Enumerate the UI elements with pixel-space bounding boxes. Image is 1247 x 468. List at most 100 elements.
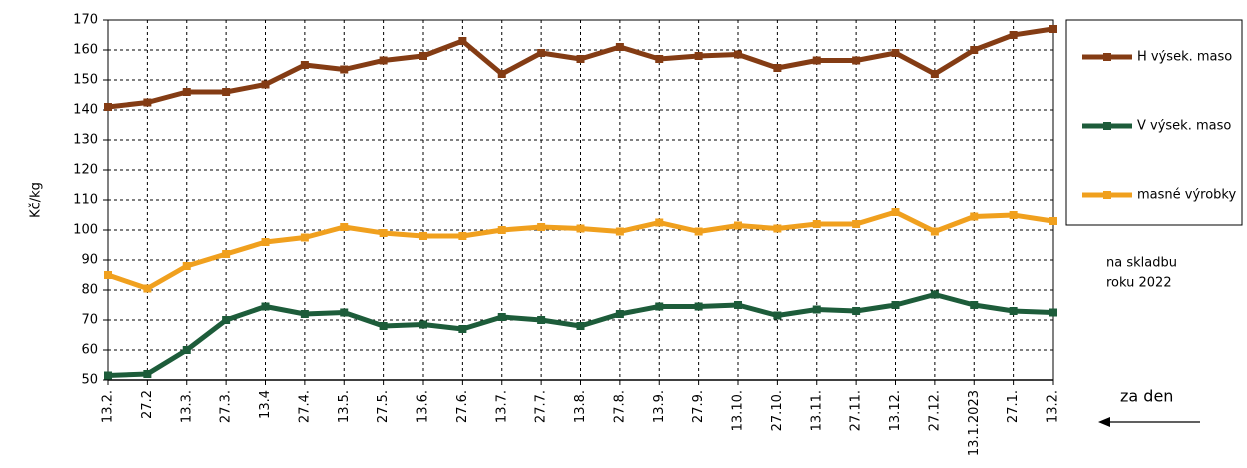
marker — [458, 37, 467, 45]
marker — [537, 316, 546, 324]
y-tick-label: 130 — [73, 133, 98, 148]
legend-label: masné výrobky — [1137, 188, 1236, 203]
marker — [734, 221, 742, 230]
x-tick-label: 27.1. — [1006, 390, 1021, 423]
marker — [655, 302, 664, 311]
marker — [852, 307, 861, 315]
y-tick-label: 120 — [73, 163, 98, 178]
marker — [615, 227, 624, 236]
marker — [300, 310, 309, 318]
marker — [773, 64, 782, 72]
y-tick-label: 170 — [73, 13, 98, 28]
marker — [261, 302, 270, 311]
x-tick-label: 27.11. — [849, 390, 864, 431]
y-axis-label: Kč/kg — [29, 182, 44, 218]
y-tick-label: 110 — [73, 193, 98, 208]
x-tick-label: 13.11. — [809, 390, 824, 431]
marker — [222, 88, 231, 96]
marker — [576, 322, 585, 330]
marker — [852, 220, 861, 228]
legend-marker — [1103, 53, 1111, 61]
marker — [300, 61, 309, 69]
legend-label: H výsek. maso — [1137, 50, 1232, 65]
marker — [497, 70, 506, 78]
marker — [458, 325, 467, 333]
x-tick-label: 27.12. — [927, 390, 942, 431]
annotation: za den — [1120, 387, 1173, 406]
marker — [1049, 217, 1057, 225]
marker — [655, 218, 664, 227]
marker — [419, 320, 427, 329]
x-tick-label: 27.3. — [219, 390, 234, 423]
marker — [1049, 308, 1057, 317]
y-tick-label: 90 — [81, 253, 98, 268]
y-tick-label: 150 — [73, 73, 98, 88]
marker — [261, 80, 270, 89]
marker — [497, 226, 506, 234]
marker — [970, 212, 979, 221]
marker — [615, 310, 624, 318]
y-tick-label: 140 — [73, 103, 98, 118]
marker — [1009, 31, 1018, 39]
marker — [537, 49, 546, 57]
legend-box — [1065, 19, 1243, 226]
y-tick-label: 100 — [73, 223, 98, 238]
marker — [773, 224, 782, 233]
x-tick-label: 27.10. — [770, 390, 785, 431]
marker — [734, 301, 742, 309]
marker — [300, 233, 309, 242]
marker — [576, 55, 585, 63]
marker — [104, 371, 112, 380]
marker — [812, 56, 821, 65]
marker — [182, 262, 191, 270]
marker — [340, 223, 349, 231]
x-tick-label: 13.7. — [494, 390, 509, 423]
marker — [852, 56, 861, 65]
marker — [340, 65, 349, 74]
marker — [891, 301, 900, 309]
x-tick-label: 27.5. — [376, 390, 391, 423]
x-tick-label: 27.7. — [534, 390, 549, 423]
x-tick-label: 27.2 — [140, 390, 155, 419]
marker — [379, 56, 388, 65]
marker — [1009, 211, 1018, 219]
marker — [930, 227, 939, 236]
x-tick-label: 27.6. — [455, 390, 470, 423]
x-tick-label: 13.6. — [416, 390, 431, 423]
marker — [930, 290, 939, 299]
x-tick-label: 13.8. — [573, 390, 588, 423]
x-tick-label: 13.2. — [101, 390, 116, 423]
x-tick-label: 13.5. — [337, 390, 352, 423]
marker — [497, 313, 506, 321]
x-tick-label: 27.4. — [297, 390, 312, 423]
marker — [104, 103, 112, 111]
marker — [812, 220, 821, 228]
x-tick-label: 13.4 — [258, 390, 273, 419]
x-tick-label: 13.10. — [731, 390, 746, 431]
marker — [143, 98, 152, 107]
annotation: roku 2022 — [1106, 276, 1172, 291]
x-tick-label: 13.1.2023 — [967, 390, 982, 456]
y-tick-label: 160 — [73, 43, 98, 58]
y-tick-label: 80 — [81, 283, 98, 298]
marker — [182, 346, 191, 354]
marker — [458, 232, 467, 240]
legend-marker — [1103, 122, 1111, 130]
marker — [734, 50, 742, 59]
arrow-head — [1098, 417, 1110, 427]
marker — [222, 316, 231, 324]
marker — [104, 271, 112, 279]
marker — [340, 308, 349, 317]
annotation: na skladbu — [1106, 256, 1177, 271]
marker — [143, 370, 152, 378]
y-tick-label: 60 — [81, 343, 98, 358]
marker — [143, 284, 152, 293]
marker — [694, 52, 703, 60]
marker — [379, 229, 388, 237]
x-tick-label: 13.3. — [179, 390, 194, 423]
marker — [379, 322, 388, 330]
marker — [222, 250, 231, 258]
legend-label: V výsek. maso — [1137, 119, 1231, 134]
marker — [812, 305, 821, 314]
